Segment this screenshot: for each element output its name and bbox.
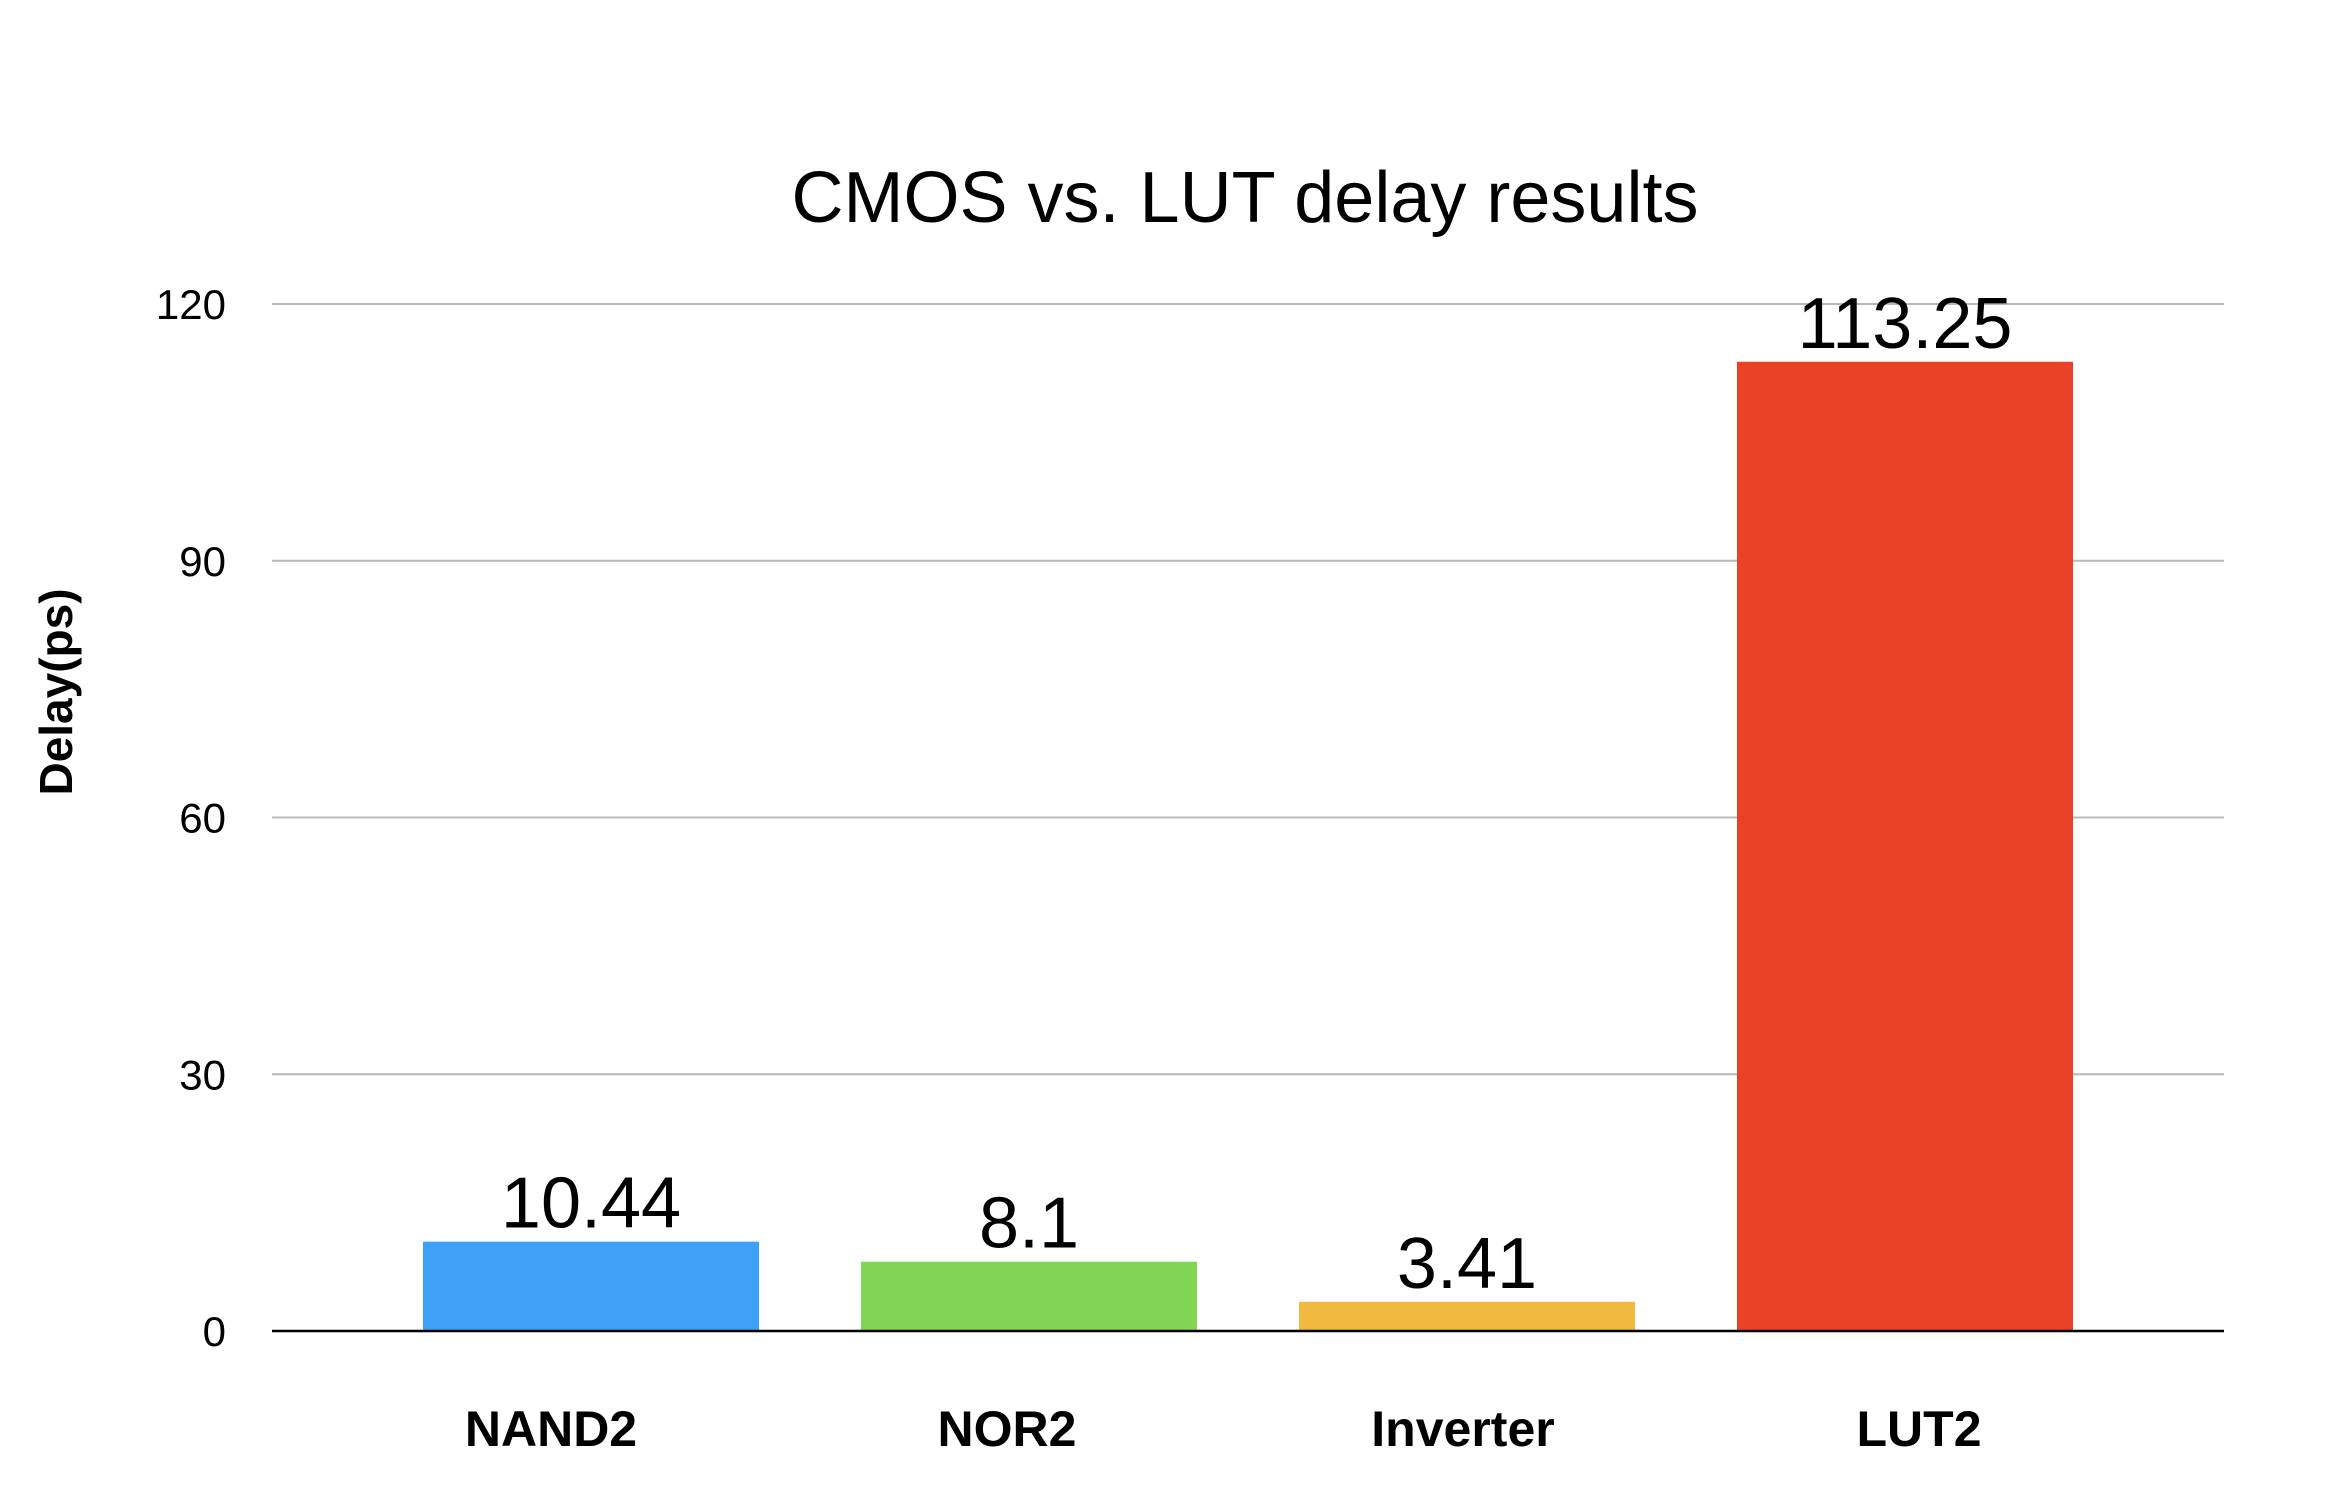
bars bbox=[423, 361, 2073, 1331]
y-tick-label: 0 bbox=[203, 1308, 226, 1355]
bar-inverter bbox=[1299, 1301, 1635, 1331]
data-label: 113.25 bbox=[1798, 284, 2013, 364]
data-labels: 10.44 8.1 3.41 113.25 bbox=[501, 284, 2013, 1304]
y-tick-label: 120 bbox=[156, 281, 226, 328]
x-tick-label: Inverter bbox=[1371, 1401, 1554, 1457]
y-tick-label: 30 bbox=[179, 1051, 226, 1098]
data-label: 10.44 bbox=[501, 1164, 681, 1244]
x-axis-ticks: NAND2 NOR2 Inverter LUT2 bbox=[465, 1401, 1982, 1457]
y-axis-ticks: 0 30 60 90 120 bbox=[156, 281, 226, 1355]
y-axis-label: Delay(ps) bbox=[30, 588, 82, 795]
y-tick-label: 90 bbox=[179, 538, 226, 585]
y-tick-label: 60 bbox=[179, 795, 226, 842]
bar-nand2 bbox=[423, 1241, 759, 1331]
data-label: 3.41 bbox=[1397, 1224, 1537, 1304]
bar-lut2 bbox=[1737, 361, 2073, 1331]
bar-nor2 bbox=[861, 1261, 1197, 1331]
data-label: 8.1 bbox=[979, 1184, 1079, 1264]
chart-title: CMOS vs. LUT delay results bbox=[792, 158, 1699, 238]
x-tick-label: NAND2 bbox=[465, 1401, 637, 1457]
x-tick-label: LUT2 bbox=[1857, 1401, 1982, 1457]
x-tick-label: NOR2 bbox=[938, 1401, 1077, 1457]
